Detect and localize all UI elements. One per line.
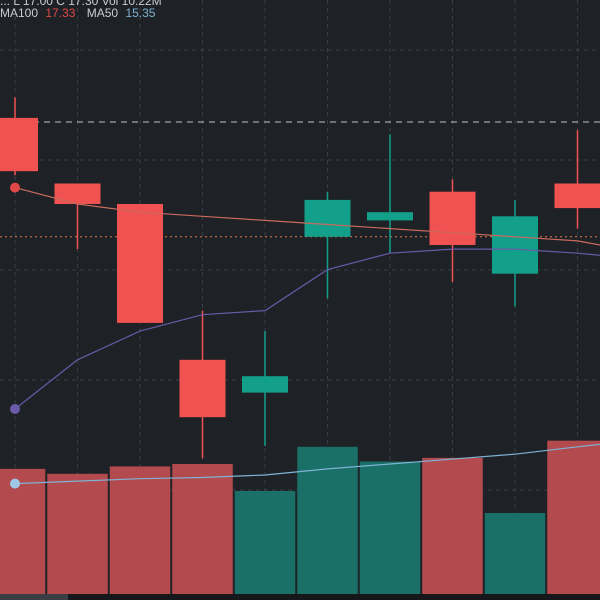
candle-body — [54, 183, 101, 204]
volume-bar — [484, 513, 546, 594]
ma100-line-extension — [577, 240, 600, 246]
candle-body — [242, 376, 288, 393]
ma100-legend-value: 17.33 — [45, 6, 76, 20]
candle-body — [304, 199, 351, 237]
ohlc-readout: ... L 17.00 C 17.30 Vol 10.22M — [0, 0, 162, 8]
ma100-line — [14, 187, 578, 242]
candle-body — [492, 216, 538, 274]
ma50-legend-label: MA50 — [86, 6, 119, 20]
volume-bar — [422, 457, 483, 594]
ma50-legend-value: 15.35 — [125, 6, 156, 20]
candle-body — [367, 212, 413, 221]
candle-body — [117, 204, 163, 323]
time-scrollbar-track[interactable] — [0, 594, 600, 600]
candle-body — [179, 359, 226, 418]
volume-bar — [547, 440, 600, 594]
volume-ma-line — [14, 446, 578, 485]
ma50-crosshair-marker — [10, 404, 20, 414]
ma100-legend-label: MA100 — [0, 6, 39, 20]
candle-body — [0, 117, 38, 172]
volume-bar — [234, 490, 296, 594]
volume-bar — [109, 466, 171, 594]
volume-ma-crosshair-marker — [10, 478, 20, 489]
candle-body — [554, 183, 600, 209]
ma50-line — [14, 248, 578, 410]
volume-bar — [47, 473, 108, 594]
chart-legend: ... L 17.00 C 17.30 Vol 10.22M MA100 17.… — [0, 0, 163, 20]
volume-ma-line-extension — [577, 443, 600, 448]
volume-bar — [172, 463, 233, 594]
volume-bar — [359, 461, 421, 594]
candle-body — [429, 191, 476, 245]
volume-bar — [0, 468, 46, 594]
ma50-line-extension — [577, 252, 600, 256]
ma100-crosshair-marker — [10, 182, 20, 193]
time-scrollbar-thumb[interactable] — [0, 594, 68, 600]
